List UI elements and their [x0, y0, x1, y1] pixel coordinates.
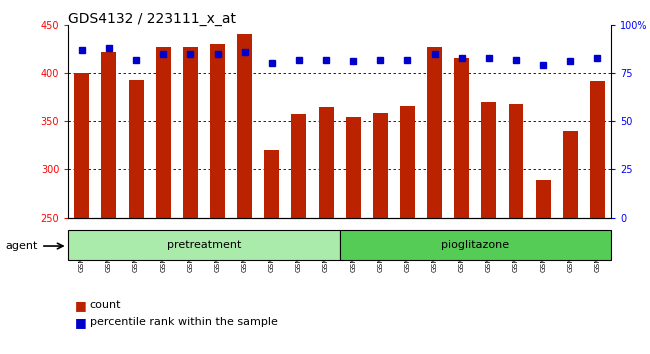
Bar: [68, 230, 339, 260]
Bar: [237, 34, 252, 218]
Text: percentile rank within the sample: percentile rank within the sample: [90, 317, 278, 327]
Text: pioglitazone: pioglitazone: [441, 240, 510, 250]
Text: ■: ■: [75, 299, 86, 312]
Text: agent: agent: [5, 241, 38, 251]
Bar: [454, 58, 469, 218]
Bar: [508, 104, 523, 218]
Bar: [183, 47, 198, 218]
Bar: [536, 180, 551, 218]
Bar: [101, 52, 116, 218]
Bar: [427, 47, 442, 218]
Bar: [291, 114, 306, 218]
Bar: [346, 118, 361, 218]
Bar: [74, 73, 89, 218]
Bar: [318, 107, 333, 218]
Bar: [590, 81, 605, 218]
Bar: [373, 113, 388, 218]
Bar: [339, 230, 611, 260]
Text: ■: ■: [75, 316, 86, 329]
Bar: [482, 102, 497, 218]
Bar: [563, 131, 578, 218]
Bar: [129, 80, 144, 218]
Bar: [400, 106, 415, 218]
Bar: [265, 150, 279, 218]
Bar: [156, 47, 171, 218]
Text: count: count: [90, 300, 121, 310]
Text: pretreatment: pretreatment: [167, 240, 241, 250]
Bar: [210, 44, 225, 218]
Text: GDS4132 / 223111_x_at: GDS4132 / 223111_x_at: [68, 12, 236, 27]
